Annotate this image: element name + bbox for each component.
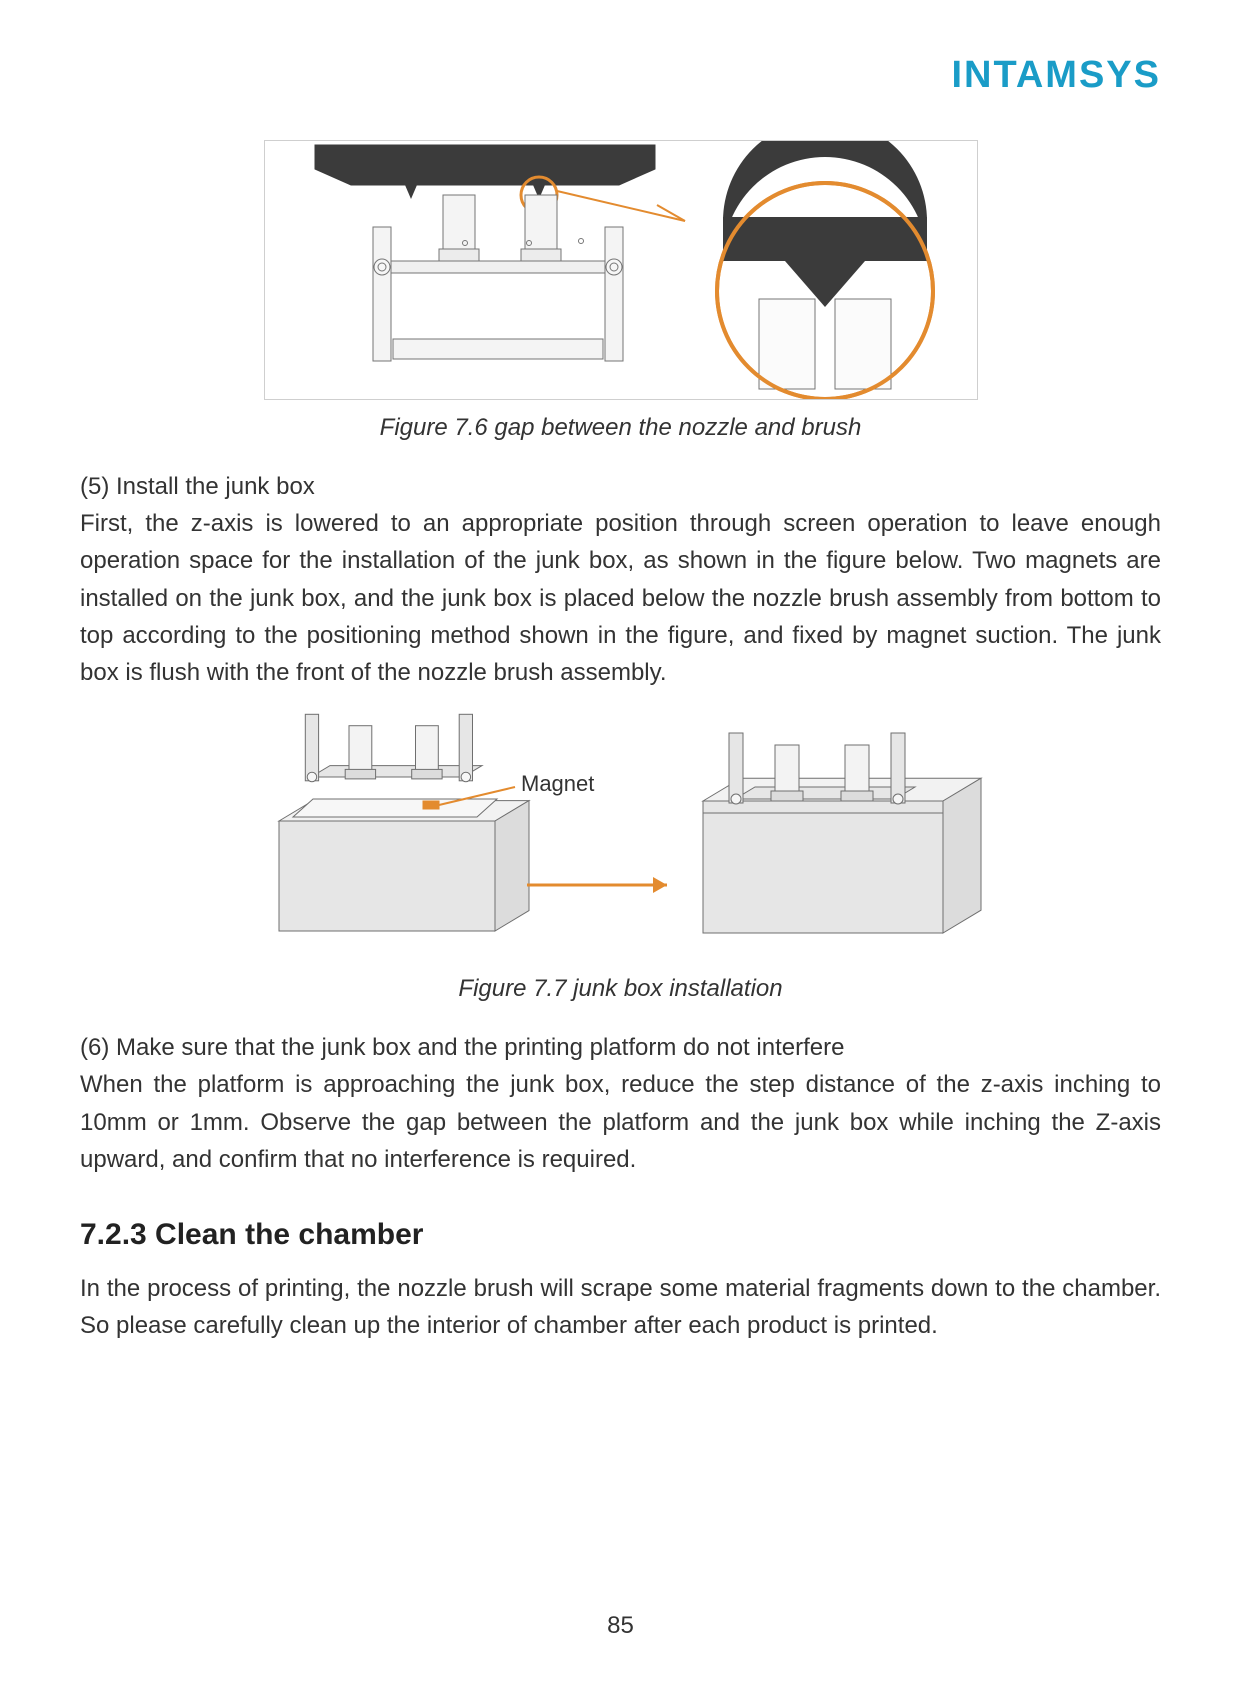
brand-logo: INTAMSYS <box>951 54 1161 97</box>
step-6-title: (6) Make sure that the junk box and the … <box>80 1029 1161 1066</box>
figure-7-6-caption: Figure 7.6 gap between the nozzle and br… <box>80 414 1161 442</box>
figure-7-7-caption: Figure 7.7 junk box installation <box>80 975 1161 1003</box>
page-root: INTAMSYS Figure 7.6 gap between the nozz… <box>0 0 1241 1684</box>
section-7-2-3-body: In the process of printing, the nozzle b… <box>80 1270 1161 1344</box>
figure-7-7-illustration: Magnet <box>215 705 1027 961</box>
figure-7-6-block: Figure 7.6 gap between the nozzle and br… <box>80 140 1161 442</box>
step-6-body: When the platform is approaching the jun… <box>80 1066 1161 1178</box>
section-7-2-3-heading: 7.2.3 Clean the chamber <box>80 1218 1161 1252</box>
figure-7-7-block: Magnet <box>80 705 1161 961</box>
figure-7-6-illustration <box>264 140 978 400</box>
step-5-title: (5) Install the junk box <box>80 468 1161 505</box>
svg-text:Magnet: Magnet <box>521 771 594 796</box>
step-5-body: First, the z-axis is lowered to an appro… <box>80 505 1161 691</box>
page-number: 85 <box>0 1612 1241 1640</box>
